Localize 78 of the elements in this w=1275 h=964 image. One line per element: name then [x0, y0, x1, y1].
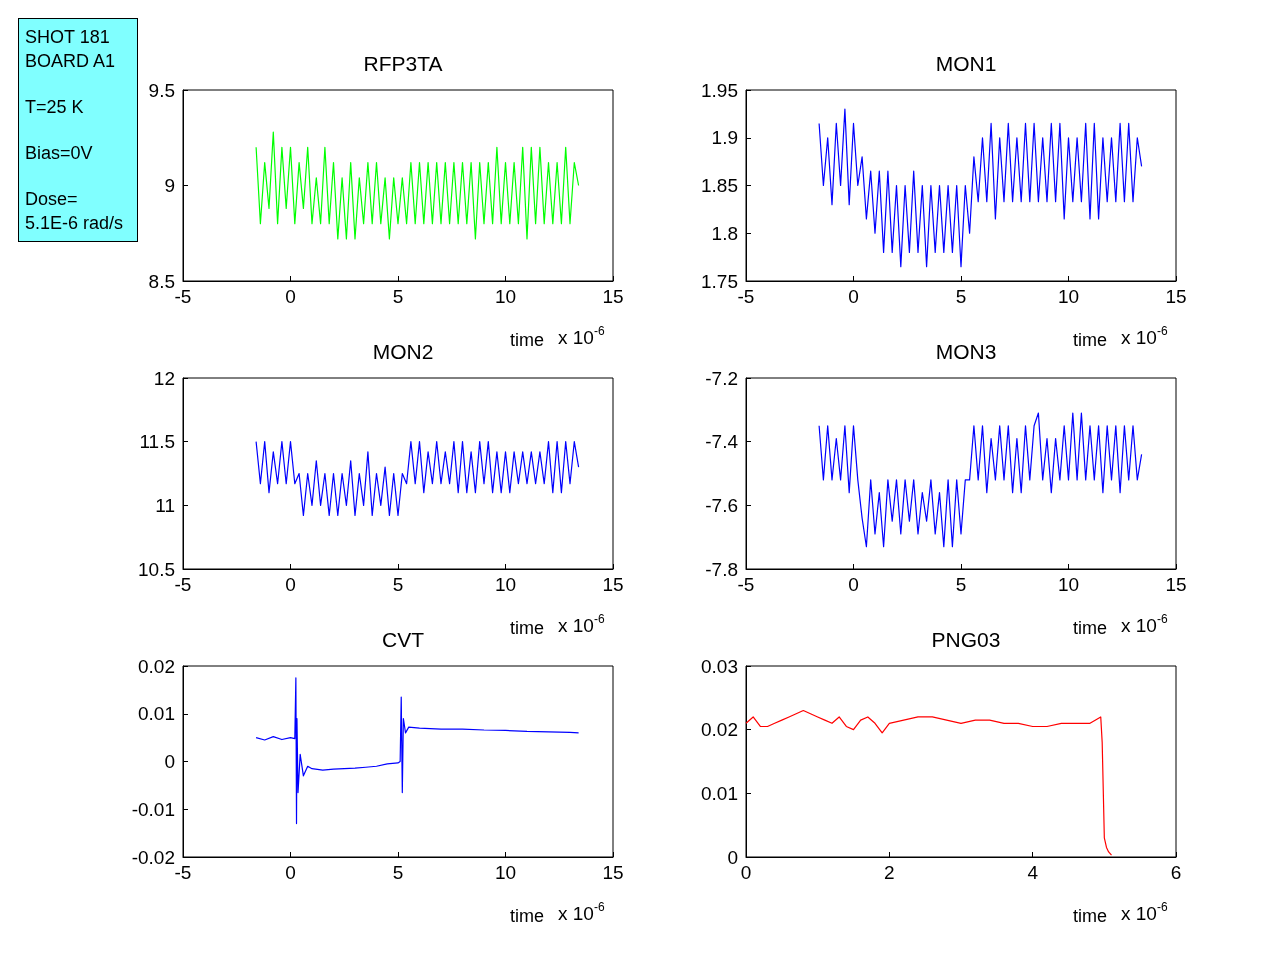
x-tick-label: 15	[1165, 574, 1187, 595]
x-tick-label: 0	[848, 574, 859, 595]
y-tick-label: -7.6	[705, 494, 738, 516]
y-tick-label: 0.03	[701, 655, 738, 677]
x-tick-label: 5	[955, 574, 967, 595]
y-tick-label: 11.5	[139, 431, 175, 453]
x-tick-label: -5	[737, 286, 755, 307]
y-tick-label: 1.95	[701, 79, 738, 101]
y-tick-label: -0.02	[131, 846, 175, 868]
x-axis-title: time	[1073, 618, 1108, 638]
x-tick-label: 15	[602, 574, 624, 595]
x-tick-label: 0	[740, 862, 752, 883]
x-tick-label: 0	[285, 574, 296, 595]
x-tick-label: 0	[848, 286, 859, 307]
text: 5.1E-6 rad/s	[25, 212, 125, 235]
text: Bias=0V	[25, 142, 94, 165]
y-tick-label: 9	[164, 175, 175, 196]
line-series	[745, 709, 1113, 856]
y-tick-label: 8.5	[148, 270, 175, 292]
x-tick-label: 15	[602, 286, 624, 307]
line-series	[255, 441, 580, 517]
y-tick-label: 1.8	[711, 222, 738, 244]
text: BOARD A1	[25, 50, 117, 73]
y-tick-label: 9.5	[148, 79, 175, 101]
y-tick-label: -7.2	[705, 367, 738, 389]
y-tick-label: 0	[164, 751, 175, 772]
x-axis-title: time	[510, 906, 545, 926]
y-tick-label: 0.01	[701, 782, 738, 804]
y-tick-label: 0.02	[701, 719, 738, 741]
y-tick-label: 10.5	[138, 558, 175, 580]
y-tick-label: 0	[727, 846, 738, 868]
y-tick-label: -0.01	[131, 798, 175, 820]
x-tick-label: 6	[1170, 862, 1182, 883]
x-tick-label: 10	[494, 862, 517, 883]
x-tick-label: -5	[174, 862, 192, 883]
x-tick-label: 2	[884, 862, 895, 883]
y-tick-label: 12	[153, 367, 175, 389]
x-tick-label: 4	[1027, 862, 1039, 883]
text: SHOT 181	[25, 26, 111, 49]
x-tick-label: 15	[602, 862, 624, 883]
line-series	[818, 412, 1143, 548]
x-tick-label: -5	[737, 574, 755, 595]
x-tick-label: 5	[392, 862, 404, 883]
y-tick-label: 1.9	[711, 127, 738, 149]
x-tick-label: 5	[955, 286, 967, 307]
x-tick-label: -5	[174, 574, 192, 595]
chart-title: MON2	[372, 340, 434, 363]
chart-title: MON1	[935, 52, 997, 75]
line-series	[255, 677, 580, 825]
line-series	[255, 131, 580, 240]
x-tick-label: 15	[1165, 286, 1187, 307]
y-tick-label: 0.02	[138, 655, 175, 677]
x-tick-label: 10	[1057, 574, 1080, 595]
y-tick-label: 1.75	[701, 270, 738, 292]
x-tick-label: 10	[1057, 286, 1080, 307]
y-tick-label: -7.4	[705, 431, 739, 453]
text: Dose=	[25, 188, 79, 211]
chart-title: PNG03	[931, 628, 1001, 651]
x-tick-label: 0	[285, 862, 296, 883]
x-tick-label: -5	[174, 286, 192, 307]
line-series	[818, 108, 1143, 268]
x-axis-title: time	[510, 330, 545, 350]
x-tick-label: 10	[494, 286, 517, 307]
chart-title: CVT	[382, 628, 425, 651]
chart-title: MON3	[935, 340, 997, 363]
y-tick-label: -7.8	[705, 558, 738, 580]
x-tick-label: 5	[392, 574, 404, 595]
chart-title: RFP3TA	[363, 52, 443, 75]
x-tick-label: 5	[392, 286, 404, 307]
x-axis-title: time	[1073, 330, 1108, 350]
x-tick-label: 10	[494, 574, 517, 595]
x-axis-title: time	[510, 618, 545, 638]
x-axis-title: time	[1073, 906, 1108, 926]
x-tick-label: 0	[285, 286, 296, 307]
y-tick-label: 0.01	[138, 703, 175, 725]
y-tick-label: 11	[155, 494, 175, 516]
text: T=25 K	[25, 96, 85, 119]
y-tick-label: 1.85	[701, 175, 738, 196]
